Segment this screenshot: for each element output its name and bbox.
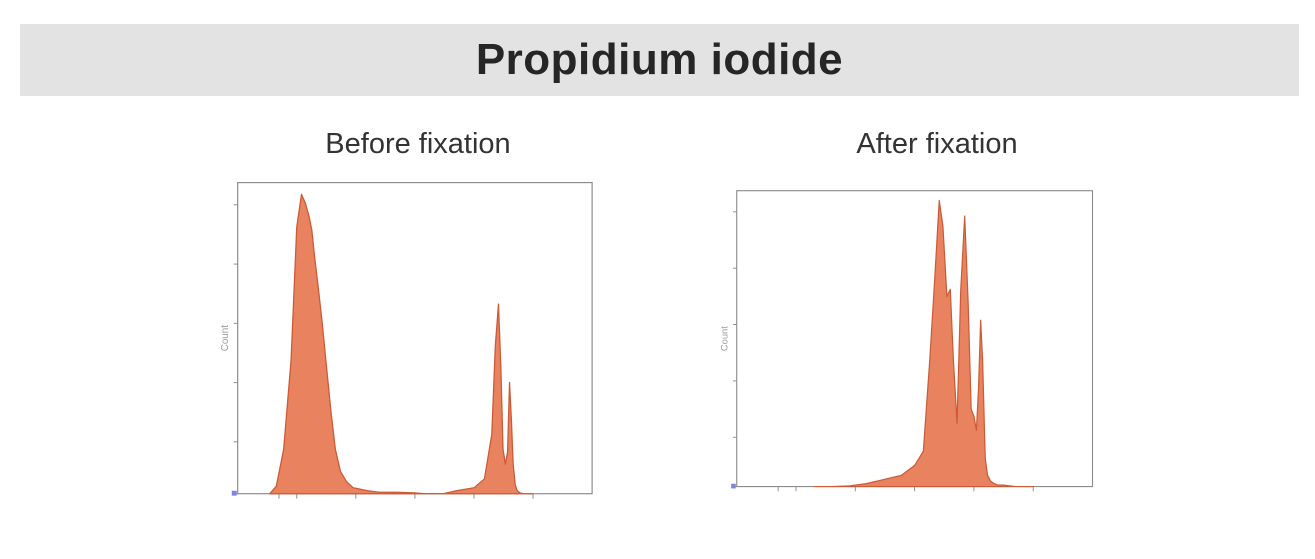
histogram-before-fixation: Count (220, 182, 593, 499)
histogram-area (269, 193, 534, 495)
y-axis-label: Count (220, 325, 231, 351)
chart-title-before: Before fixation (325, 128, 511, 160)
y-axis-label: Count (719, 326, 729, 351)
origin-marker (731, 483, 736, 489)
origin-marker (231, 490, 237, 496)
page-title: Propidium iodide (475, 35, 844, 84)
title-banner: Propidium iodide (20, 24, 1299, 96)
histogram-after-fixation: Count (719, 190, 1094, 492)
histogram-area (813, 199, 1034, 488)
plot-frame (736, 190, 1094, 488)
chart-title-after: After fixation (856, 128, 1018, 160)
